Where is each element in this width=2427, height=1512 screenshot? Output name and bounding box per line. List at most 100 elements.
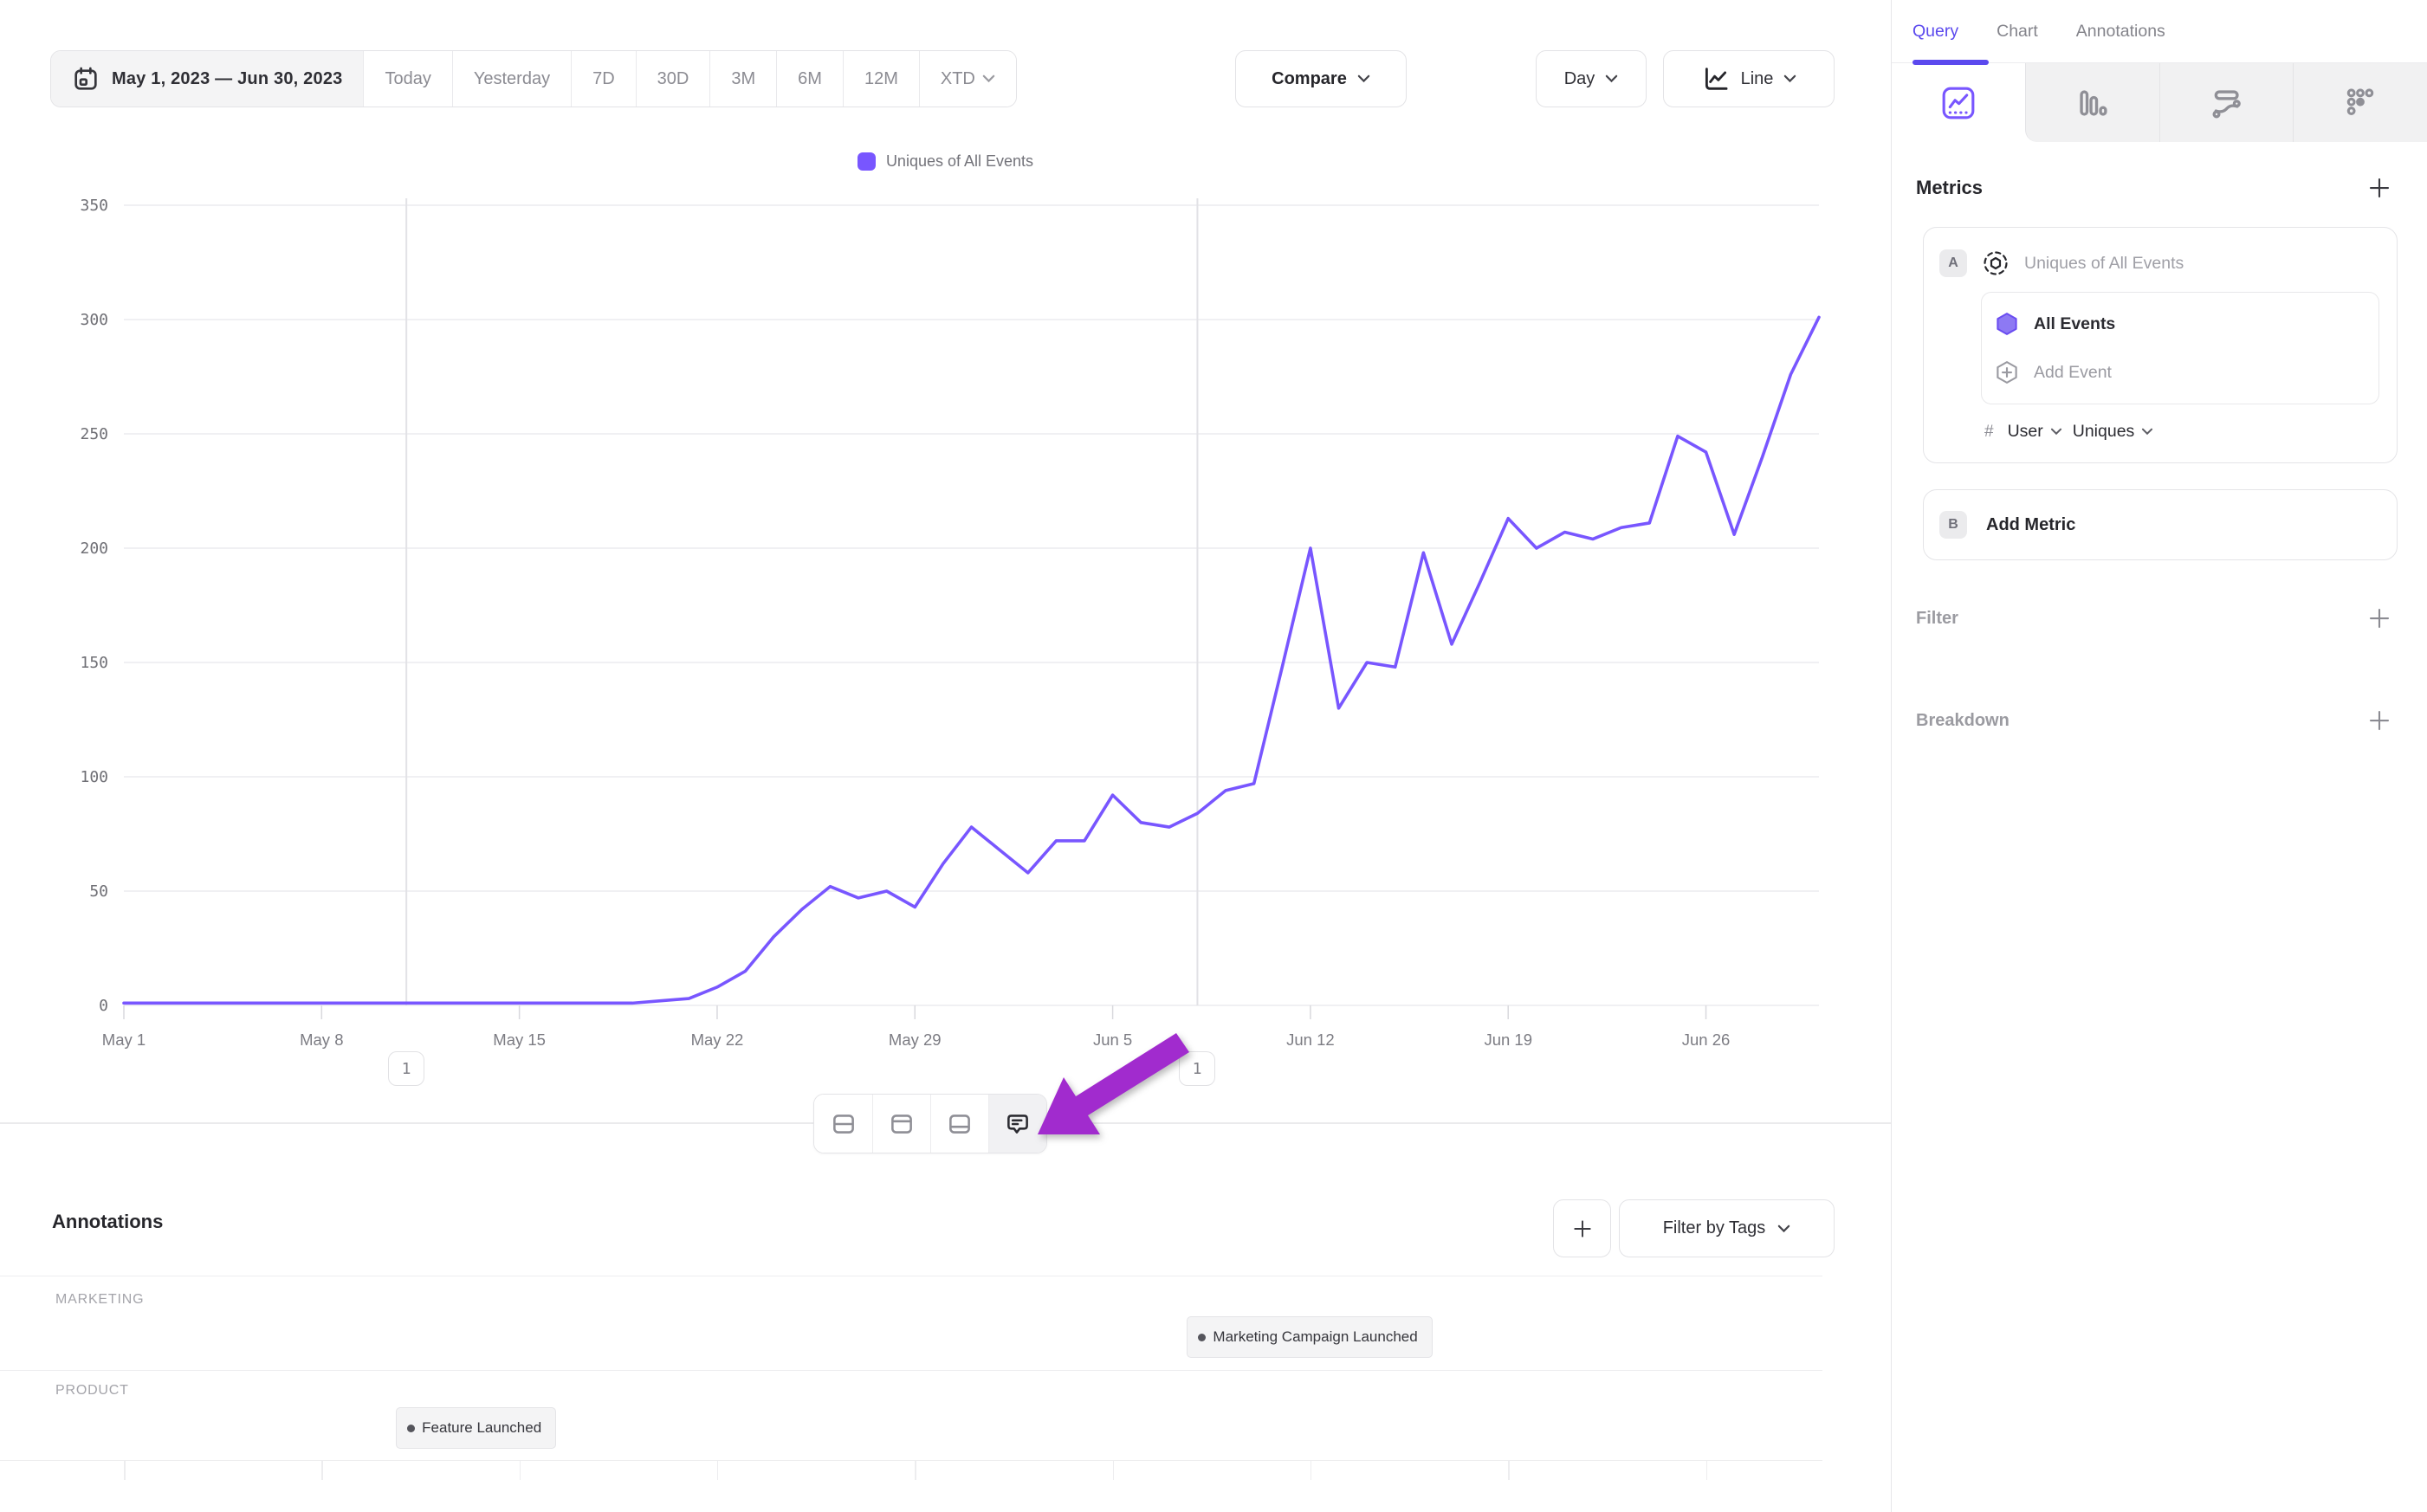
x-axis-label: May 15 [493,1031,546,1049]
add-annotation-button[interactable] [1553,1199,1611,1257]
annotations-timeline-ruler [0,1460,1822,1481]
main-pane: May 1, 2023 — Jun 30, 2023 Today Yesterda… [0,50,1891,1481]
ruler-tick [716,1461,719,1480]
y-axis-label: 350 [80,197,108,215]
calendar-icon [72,65,100,93]
tab-query[interactable]: Query [1912,21,1959,41]
metric-a-name: Uniques of All Events [2024,253,2184,273]
bar-chart-icon[interactable] [2024,63,2159,142]
x-axis-label: May 1 [102,1031,146,1049]
add-metric-plus-icon[interactable] [2366,175,2392,201]
range-today-button[interactable]: Today [363,51,452,107]
date-toolbar: May 1, 2023 — Jun 30, 2023 Today Yesterda… [50,50,1017,107]
aggregation-function-dropdown[interactable]: Uniques [2073,422,2154,442]
event-row-all-events[interactable]: All Events [1994,300,2366,348]
annotation-count-badge[interactable]: 1 [388,1051,424,1086]
chart-layout-toolbar [813,1094,1047,1153]
filter-by-tags-button[interactable]: Filter by Tags [1619,1199,1835,1257]
chart-type-button[interactable]: Line [1663,50,1835,107]
y-axis-label: 300 [80,311,108,329]
y-axis-label: 0 [99,997,108,1015]
chart-view-tabs [1892,63,2427,142]
breakdown-title: Breakdown [1916,710,2010,730]
date-range-picker[interactable]: May 1, 2023 — Jun 30, 2023 [51,51,364,107]
annotation-count-badge[interactable]: 1 [1179,1051,1215,1086]
breakdown-section: Breakdown [1916,708,2392,733]
chevron-down-icon [982,74,995,83]
annotation-chip[interactable]: Marketing Campaign Launched [1187,1316,1433,1358]
add-event-row[interactable]: Add Event [1994,348,2366,397]
chevron-down-icon [2050,428,2061,436]
add-breakdown-plus-icon[interactable] [2366,708,2392,733]
metric-settings-icon[interactable] [1981,249,2010,278]
annotation-chip-label: Feature Launched [422,1419,542,1436]
aggregation-function: Uniques [2072,422,2135,441]
panel-bottom-icon[interactable] [930,1095,988,1153]
range-6m-button[interactable]: 6M [776,51,843,107]
split-rows-icon[interactable] [814,1095,872,1153]
flow-icon[interactable] [2158,63,2294,142]
x-axis-label: Jun 19 [1484,1031,1532,1049]
y-axis-label: 100 [80,768,108,786]
metric-a-badge: A [1939,249,1967,277]
metrics-title: Metrics [1916,177,1984,198]
line-chart[interactable]: 0 50 100 150 200 250 300 350 May 1 May 8 May 15 May… [0,130,1891,1108]
x-axis-label: May 29 [889,1031,942,1049]
ruler-tick [321,1461,323,1480]
filter-title: Filter [1916,608,1958,628]
active-tab-underline [1912,60,1989,65]
granularity-label: Day [1563,68,1595,88]
y-axis-label: 50 [89,882,108,901]
y-axis-label: 150 [80,654,108,672]
y-axis-label: 200 [80,540,108,558]
events-card: All Events Add Event [1981,292,2379,404]
ruler-tick [1508,1461,1510,1480]
lane-label: PRODUCT [55,1383,129,1398]
hexagon-event-icon [1994,311,2020,337]
insights-line-icon[interactable] [1892,63,2025,142]
legend-label: Uniques of All Events [885,152,1034,170]
panel-top-icon[interactable] [872,1095,930,1153]
metric-a-header[interactable]: A Uniques of All Events [1938,245,2383,287]
compare-label: Compare [1272,68,1347,88]
chevron-down-icon [1784,74,1796,83]
annotations-section-title: Annotations [52,1211,164,1232]
annotation-lane-product: PRODUCT Feature Launched [0,1370,1822,1460]
range-7d-button[interactable]: 7D [571,51,636,107]
annotation-chip[interactable]: Feature Launched [396,1407,557,1449]
x-axis-label: Jun 12 [1286,1031,1335,1049]
range-30d-button[interactable]: 30D [635,51,710,107]
metrics-header: Metrics [1916,175,2392,201]
chart-legend[interactable]: Uniques of All Events [0,152,1891,171]
range-xtd-button[interactable]: XTD [918,51,1016,107]
xtd-label: XTD [940,68,975,88]
annotation-comment-icon[interactable] [988,1095,1046,1153]
chart-type-label: Line [1740,68,1774,88]
filter-section: Filter [1916,605,2392,631]
ruler-tick [1310,1461,1312,1480]
range-3m-button[interactable]: 3M [709,51,777,107]
filter-by-tags-label: Filter by Tags [1662,1218,1766,1237]
retention-grid-icon[interactable] [2293,63,2427,142]
x-axis-label: Jun 5 [1093,1031,1132,1049]
range-12m-button[interactable]: 12M [842,51,919,107]
uniques-series-line[interactable] [122,315,1821,1005]
legend-swatch [857,152,876,171]
annotation-dot [1198,1333,1207,1341]
aggregation-entity-dropdown[interactable]: User [2008,422,2062,442]
x-axis-label: May 8 [300,1031,343,1049]
query-sidebar: Query Chart Annotations [1891,0,2427,1512]
aggregation-row: # User Uniques [1984,422,2383,442]
tab-chart[interactable]: Chart [1997,21,2038,41]
sidebar-tabs: Query Chart Annotations [1892,0,2427,65]
add-metric-card[interactable]: B Add Metric [1923,489,2398,560]
lane-label: MARKETING [55,1292,145,1307]
add-filter-plus-icon[interactable] [2366,605,2392,631]
granularity-button[interactable]: Day [1536,50,1647,107]
metric-b-badge: B [1939,511,1967,539]
y-axis-label: 250 [80,425,108,443]
chevron-down-icon [1357,74,1370,83]
compare-button[interactable]: Compare [1235,50,1407,107]
tab-annotations[interactable]: Annotations [2075,21,2165,41]
range-yesterday-button[interactable]: Yesterday [451,51,572,107]
